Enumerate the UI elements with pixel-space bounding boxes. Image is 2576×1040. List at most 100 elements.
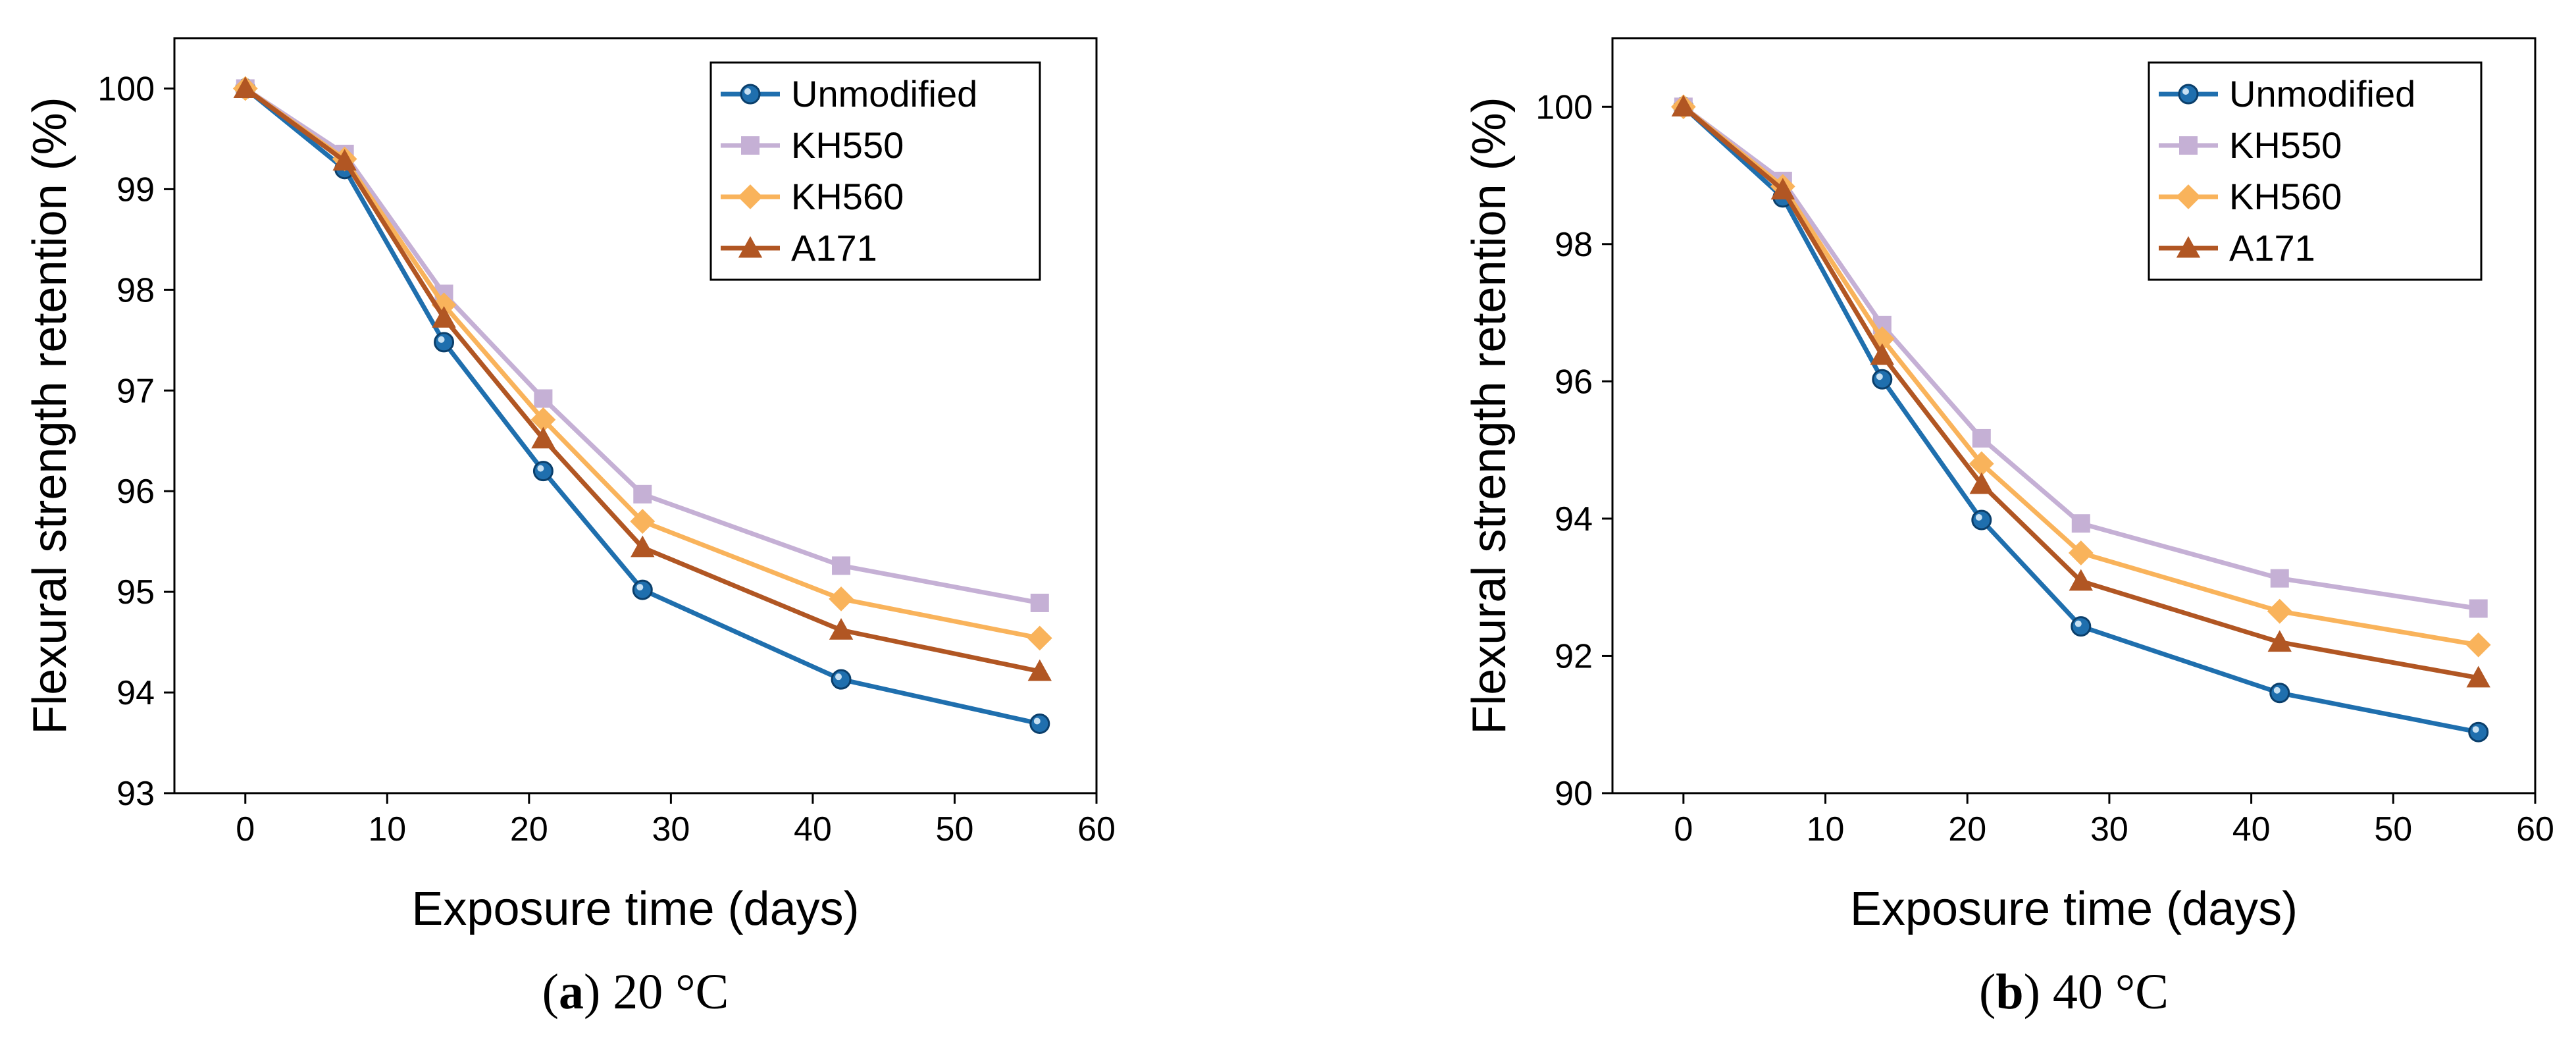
data-point [1027,659,1052,681]
data-point [1671,95,1696,117]
legend-swatch-marker [738,236,763,258]
y-axis-label: Flexural strength retention (%) [24,97,76,734]
legend-entry: A171 [791,227,877,269]
x-tick-label: 20 [1948,810,1986,848]
data-point [432,305,456,328]
legend-swatch-marker [2176,236,2201,258]
legend-entry: Unmodified [2229,73,2415,115]
data-point [832,556,851,575]
y-tick-label: 94 [1555,500,1593,538]
data-point [831,669,852,690]
data-point [632,579,653,600]
data-point-highlight [636,584,644,591]
y-tick-label: 99 [116,170,155,209]
data-point [2069,569,2093,591]
data-point [434,332,455,353]
legend-box [709,61,1041,281]
y-tick-label: 96 [116,473,155,511]
panel-caption: (b) 40 °C [1979,964,2169,1020]
data-point-highlight [1975,513,1982,521]
legend-swatch-marker-highlight [744,88,751,95]
x-tick-label: 30 [2090,810,2128,848]
plot-frame [173,37,1098,794]
data-point [1770,178,1795,200]
x-tick-label: 20 [510,810,548,848]
data-point [1969,451,1994,477]
data-point [1969,472,1994,494]
x-tick-label: 50 [936,810,974,848]
data-point [2465,632,2491,658]
panel-caption: (a) 20 °C [542,964,729,1020]
data-point [332,149,357,171]
x-tick-label: 40 [2232,810,2271,848]
y-tick-label: 100 [97,70,155,108]
data-point [233,76,257,99]
data-point [1869,326,1895,351]
data-point [1971,509,1992,531]
data-point [2270,569,2289,588]
legend-swatch-marker-highlight [2182,88,2189,95]
data-point [633,484,652,504]
x-tick-label: 60 [2516,810,2554,848]
data-point [2068,540,2094,565]
series-a171 [233,76,1052,681]
legend-swatch-marker [738,184,763,209]
legend-entry: KH560 [2229,176,2342,217]
y-tick-label: 94 [116,674,155,712]
data-point [534,389,553,408]
legend: Unmodified KH550 KH560 A171 [2148,61,2483,281]
data-point-highlight [835,673,842,681]
legend-swatch-marker [2178,84,2199,105]
legend-swatch-marker [2179,136,2198,155]
x-tick-label: 60 [1077,810,1116,848]
data-point [530,407,556,432]
legend-swatch-marker [741,136,760,155]
legend-entry: KH550 [791,124,904,166]
x-tick-label: 0 [1674,810,1693,848]
x-tick-label: 40 [794,810,832,848]
x-tick-label: 0 [236,810,255,848]
y-tick-label: 98 [1555,226,1593,264]
chart-panel-a: 0 10 20 30 40 50 60 93 94 95 96 97 98 99 100 Exposure t… [24,37,1116,1020]
x-tick-label: 10 [368,810,406,848]
data-point [630,509,656,534]
data-point [2267,630,2292,652]
data-point [2071,616,2092,637]
data-point-highlight [2472,726,2479,733]
data-point [531,427,555,449]
data-point [2071,514,2090,533]
plot-frame [1611,37,2537,794]
chart-panel-b: 0 10 20 30 40 50 60 90 92 94 96 98 100 Exposure time … [1463,37,2554,1020]
legend-entry: KH560 [791,176,904,217]
x-tick-label: 10 [1807,810,1845,848]
y-tick-label: 96 [1555,363,1593,401]
y-tick-label: 98 [116,271,155,309]
data-point [1030,593,1049,612]
data-point [829,586,854,611]
legend-entry: Unmodified [791,73,977,115]
legend: Unmodified KH550 KH560 A171 [709,61,1041,281]
x-axis-label: Exposure time (days) [411,883,859,935]
data-point [2469,599,2488,618]
y-tick-label: 97 [116,372,155,410]
data-point [1972,429,1991,448]
series-a171 [1671,95,2490,688]
legend-entry: A171 [2229,227,2315,269]
data-point-highlight [1876,373,1883,380]
data-point [1027,625,1052,651]
y-tick-label: 92 [1555,637,1593,675]
legend-swatch-marker [740,84,761,105]
data-point-highlight [2273,687,2280,694]
y-tick-label: 100 [1535,88,1593,126]
data-point [532,461,554,482]
y-tick-label: 93 [116,775,155,813]
data-point-highlight [438,336,445,343]
legend-entry: KH550 [2229,124,2342,166]
y-axis-label: Flexural strength retention (%) [1463,97,1516,734]
data-point [2466,665,2490,688]
legend-box [2148,61,2483,281]
data-point [1029,713,1050,734]
y-tick-label: 95 [116,573,155,611]
y-tick-label: 90 [1555,775,1593,813]
